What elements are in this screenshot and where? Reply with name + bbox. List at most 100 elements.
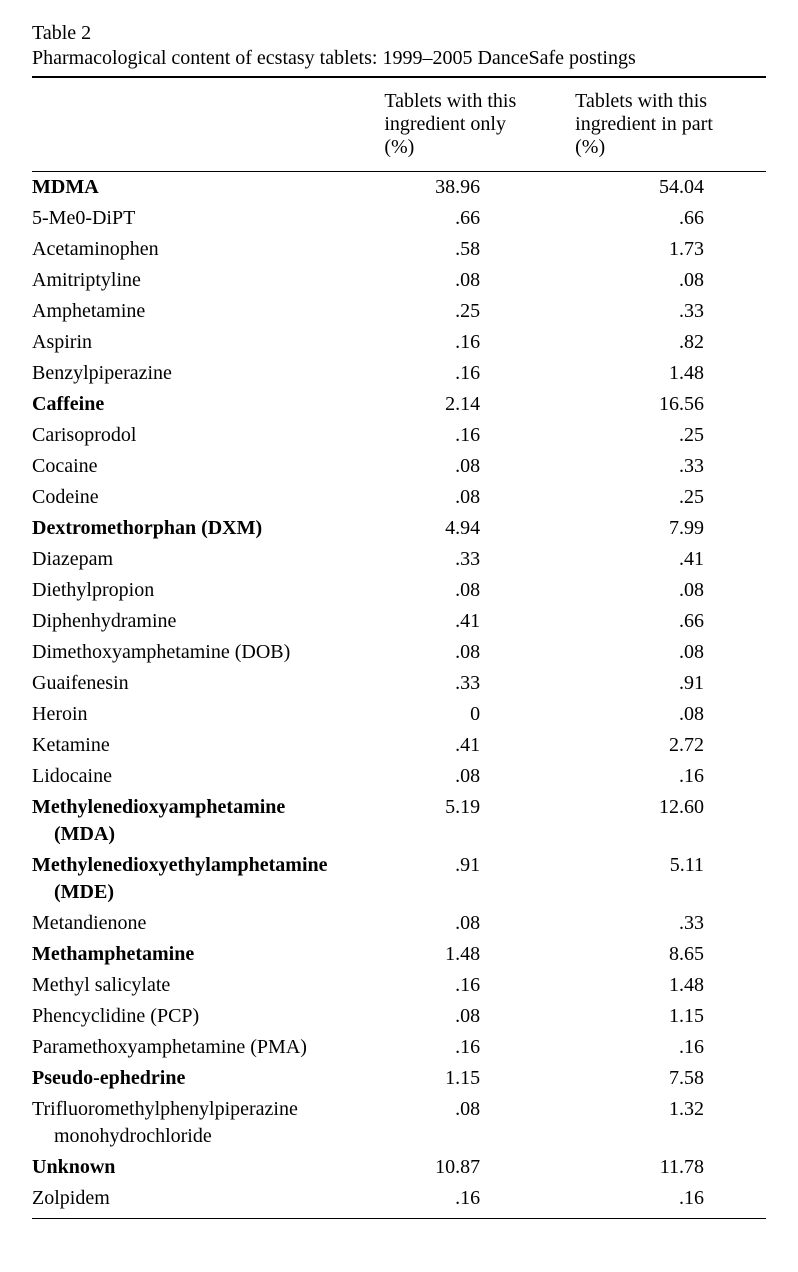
- ingredient-name-cont: (MDE): [32, 879, 114, 906]
- value-part: .16: [575, 1032, 766, 1063]
- ingredient-name: Guaifenesin: [32, 668, 384, 699]
- table-row: Dextromethorphan (DXM)4.947.99: [32, 513, 766, 544]
- value-part: 11.78: [575, 1152, 766, 1183]
- value-part: .08: [575, 575, 766, 606]
- ingredient-name: Methylenedioxyethylamphetamine(MDE): [32, 850, 384, 908]
- value-part: 8.65: [575, 939, 766, 970]
- value-only: 5.19: [384, 792, 575, 850]
- value-part: .82: [575, 327, 766, 358]
- ingredient-name: Methylenedioxyamphetamine(MDA): [32, 792, 384, 850]
- ingredient-name: Amphetamine: [32, 296, 384, 327]
- header-name: [32, 77, 384, 172]
- value-part: 1.73: [575, 234, 766, 265]
- ingredient-name: Phencyclidine (PCP): [32, 1001, 384, 1032]
- value-part: 5.11: [575, 850, 766, 908]
- value-only: .08: [384, 482, 575, 513]
- value-only: 1.48: [384, 939, 575, 970]
- value-part: .91: [575, 668, 766, 699]
- value-part: 7.99: [575, 513, 766, 544]
- ingredient-name: Trifluoromethylphenylpiperazinemonohydro…: [32, 1094, 384, 1152]
- table-row: Cocaine.08.33: [32, 451, 766, 482]
- value-only: .91: [384, 850, 575, 908]
- value-part: .33: [575, 296, 766, 327]
- value-only: .08: [384, 451, 575, 482]
- value-only: 1.15: [384, 1063, 575, 1094]
- value-only: .16: [384, 358, 575, 389]
- value-only: .08: [384, 637, 575, 668]
- value-only: .33: [384, 544, 575, 575]
- table-row: Acetaminophen.581.73: [32, 234, 766, 265]
- value-only: .08: [384, 908, 575, 939]
- ingredient-name: Zolpidem: [32, 1183, 384, 1219]
- table-row: Lidocaine.08.16: [32, 761, 766, 792]
- value-only: .58: [384, 234, 575, 265]
- ingredient-name: Amitriptyline: [32, 265, 384, 296]
- value-only: .08: [384, 761, 575, 792]
- ingredient-name: Diphenhydramine: [32, 606, 384, 637]
- value-part: 2.72: [575, 730, 766, 761]
- value-part: .16: [575, 1183, 766, 1219]
- table-row: Unknown10.8711.78: [32, 1152, 766, 1183]
- table-row: Metandienone.08.33: [32, 908, 766, 939]
- value-part: .66: [575, 606, 766, 637]
- table-row: Paramethoxyamphetamine (PMA).16.16: [32, 1032, 766, 1063]
- ingredient-name: Caffeine: [32, 389, 384, 420]
- value-only: .41: [384, 606, 575, 637]
- table-row: Methylenedioxyamphetamine(MDA)5.1912.60: [32, 792, 766, 850]
- value-part: 7.58: [575, 1063, 766, 1094]
- table-row: Phencyclidine (PCP).081.15: [32, 1001, 766, 1032]
- ingredient-name: Ketamine: [32, 730, 384, 761]
- table-row: Diazepam.33.41: [32, 544, 766, 575]
- value-part: 54.04: [575, 172, 766, 204]
- ingredient-name: Dimethoxyamphetamine (DOB): [32, 637, 384, 668]
- table-row: Amitriptyline.08.08: [32, 265, 766, 296]
- value-part: 16.56: [575, 389, 766, 420]
- value-part: .66: [575, 203, 766, 234]
- value-only: .66: [384, 203, 575, 234]
- value-part: 1.48: [575, 970, 766, 1001]
- table-row: Heroin0.08: [32, 699, 766, 730]
- value-part: .41: [575, 544, 766, 575]
- pharmacology-table: Tablets with this ingredient only (%) Ta…: [32, 76, 766, 1219]
- value-only: .08: [384, 1094, 575, 1152]
- value-only: .08: [384, 265, 575, 296]
- ingredient-name: Carisoprodol: [32, 420, 384, 451]
- table-row: Caffeine2.1416.56: [32, 389, 766, 420]
- table-row: Methylenedioxyethylamphetamine(MDE).915.…: [32, 850, 766, 908]
- ingredient-name: Diethylpropion: [32, 575, 384, 606]
- ingredient-name: 5-Me0-DiPT: [32, 203, 384, 234]
- value-only: 10.87: [384, 1152, 575, 1183]
- table-row: Diphenhydramine.41.66: [32, 606, 766, 637]
- table-row: Diethylpropion.08.08: [32, 575, 766, 606]
- value-only: .16: [384, 420, 575, 451]
- value-only: .16: [384, 327, 575, 358]
- table-row: MDMA38.9654.04: [32, 172, 766, 204]
- table-row: Methyl salicylate.161.48: [32, 970, 766, 1001]
- value-part: 12.60: [575, 792, 766, 850]
- value-only: .41: [384, 730, 575, 761]
- value-only: .08: [384, 1001, 575, 1032]
- table-row: Methamphetamine1.488.65: [32, 939, 766, 970]
- value-part: .08: [575, 265, 766, 296]
- table-row: Carisoprodol.16.25: [32, 420, 766, 451]
- ingredient-name: Diazepam: [32, 544, 384, 575]
- table-row: Guaifenesin.33.91: [32, 668, 766, 699]
- value-part: .25: [575, 482, 766, 513]
- value-only: .08: [384, 575, 575, 606]
- table-row: 5-Me0-DiPT.66.66: [32, 203, 766, 234]
- table-row: Aspirin.16.82: [32, 327, 766, 358]
- table-row: Pseudo-ephedrine1.157.58: [32, 1063, 766, 1094]
- ingredient-name: Pseudo-ephedrine: [32, 1063, 384, 1094]
- table-label: Table 2: [32, 22, 766, 45]
- table-row: Trifluoromethylphenylpiperazinemonohydro…: [32, 1094, 766, 1152]
- value-part: 1.15: [575, 1001, 766, 1032]
- value-only: .16: [384, 1183, 575, 1219]
- ingredient-name: Methamphetamine: [32, 939, 384, 970]
- ingredient-name: Acetaminophen: [32, 234, 384, 265]
- ingredient-name: Dextromethorphan (DXM): [32, 513, 384, 544]
- value-only: 2.14: [384, 389, 575, 420]
- ingredient-name: Metandienone: [32, 908, 384, 939]
- ingredient-name: Codeine: [32, 482, 384, 513]
- header-col2: Tablets with this ingredient in part (%): [575, 77, 766, 172]
- value-part: .33: [575, 451, 766, 482]
